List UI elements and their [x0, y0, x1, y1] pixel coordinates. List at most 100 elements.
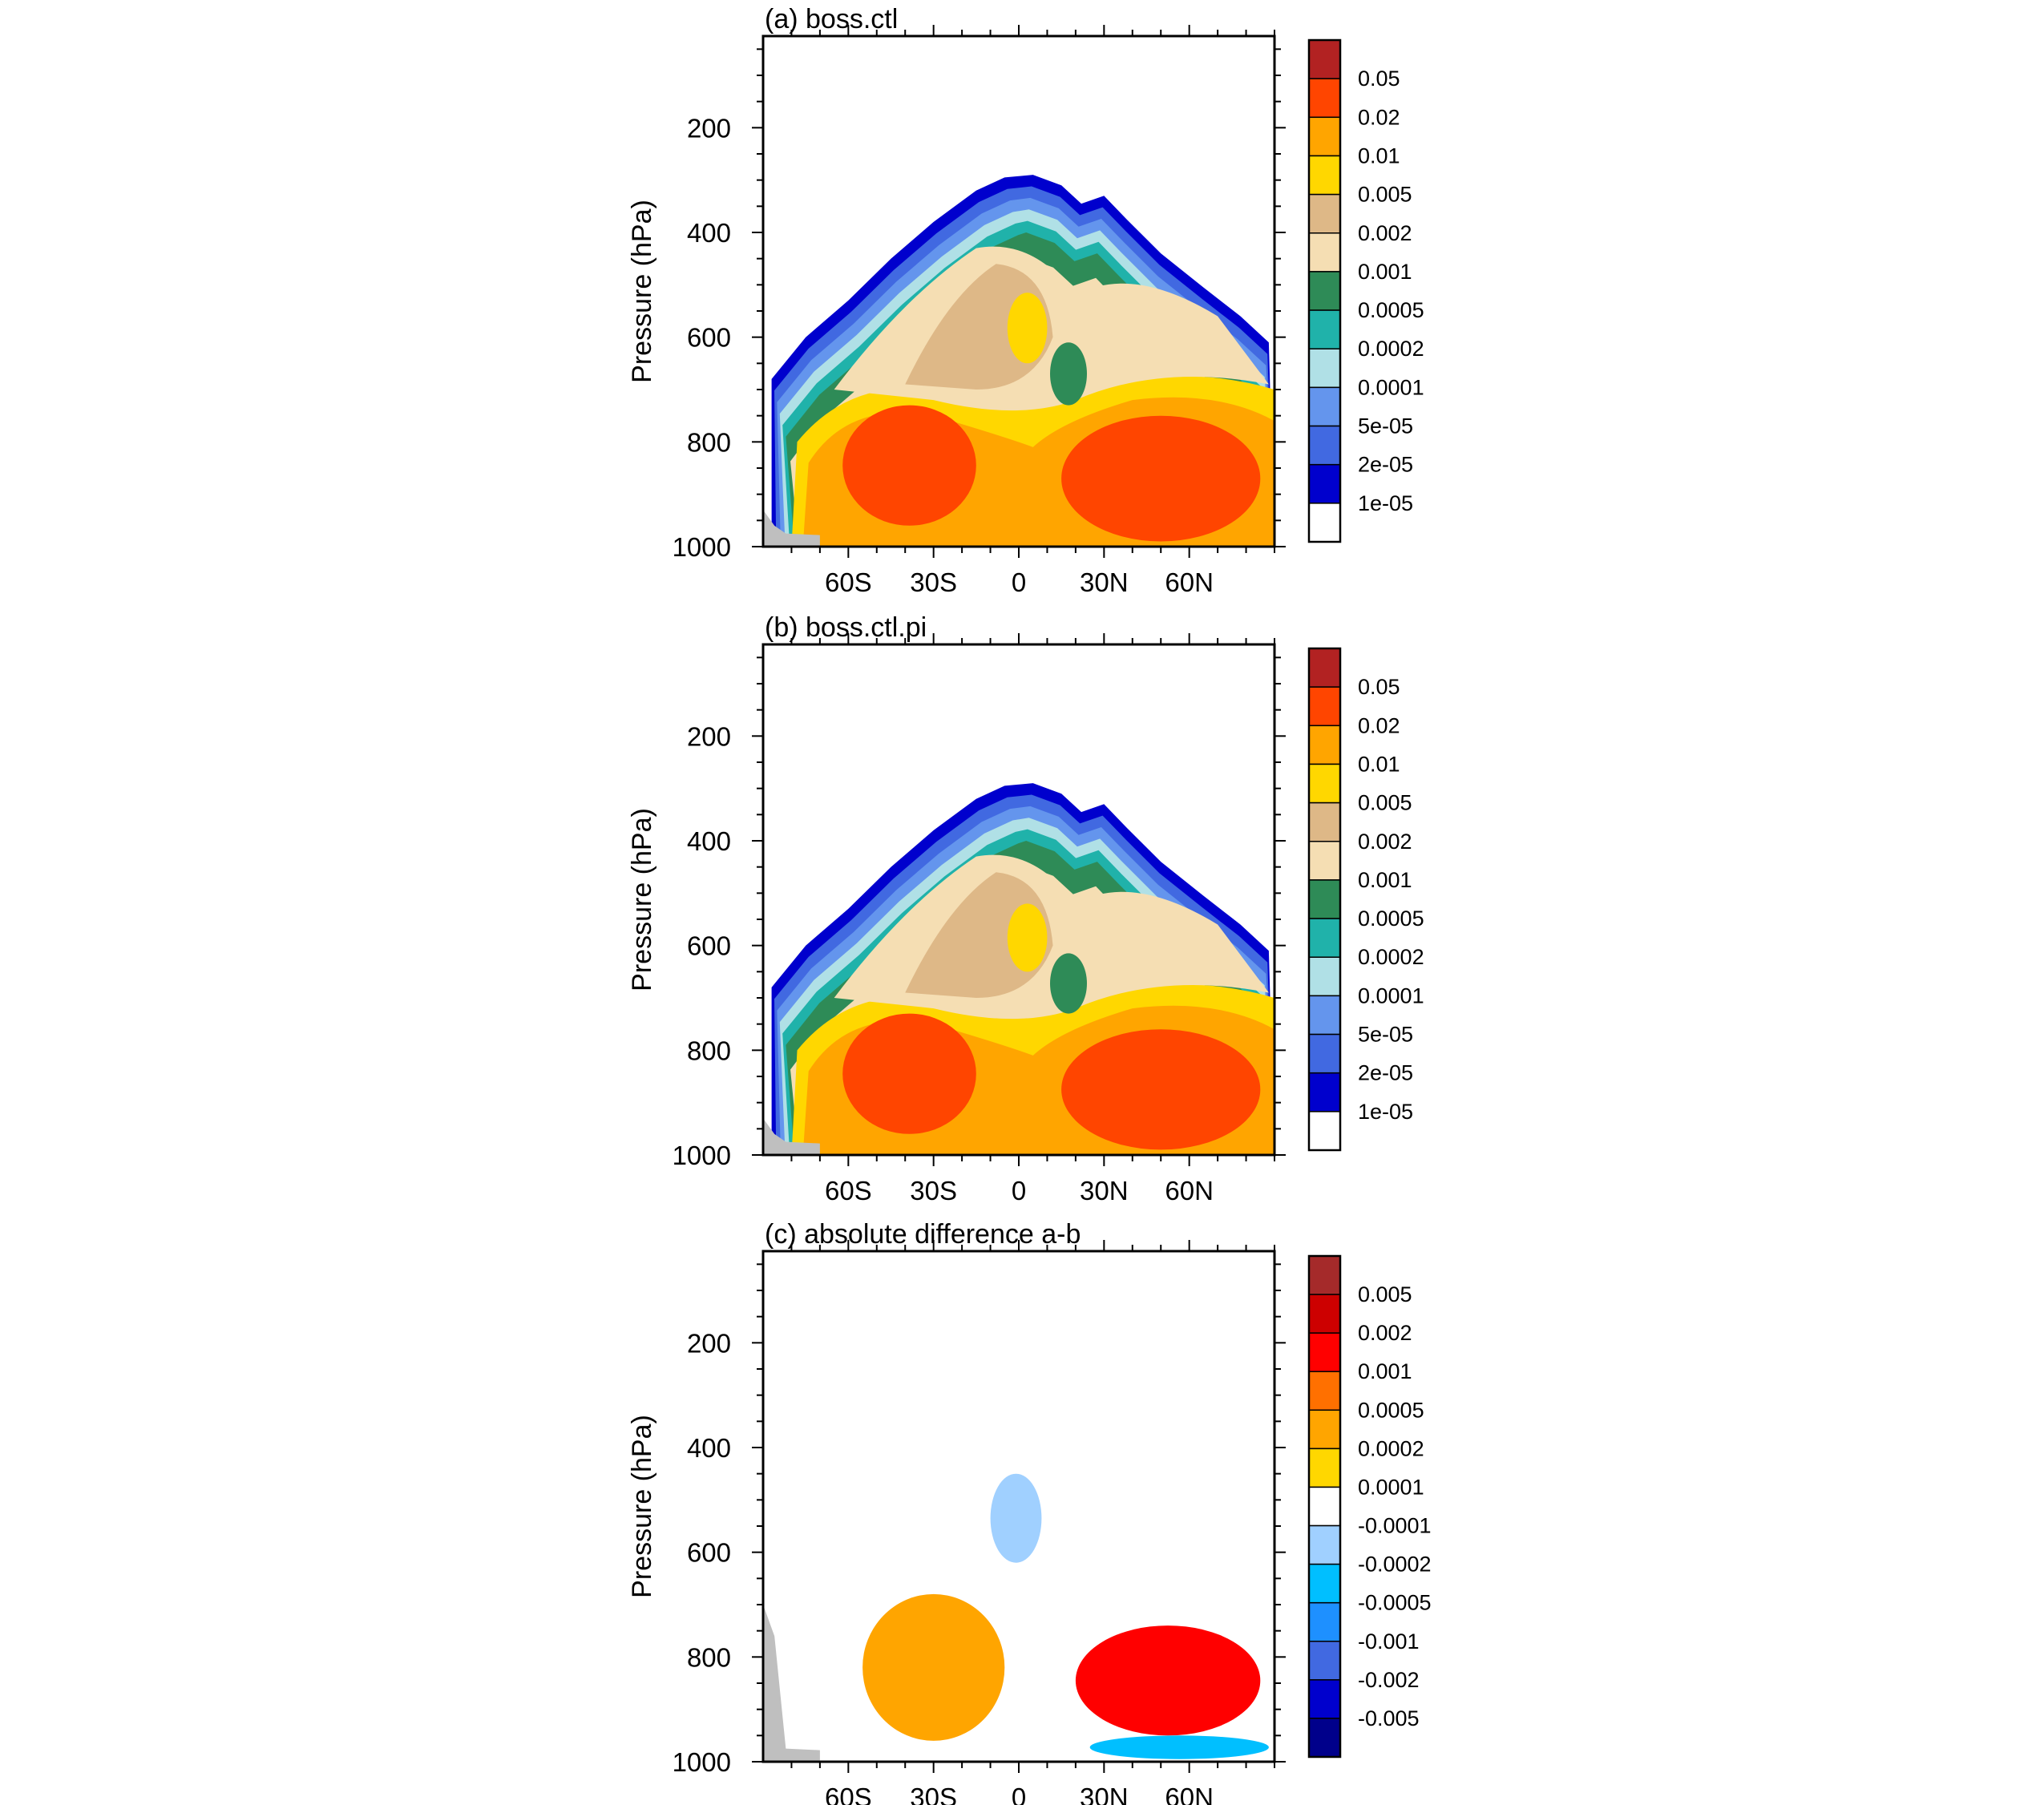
- y-axis-label: Pressure (hPa): [627, 808, 657, 991]
- colorbar-box: [1308, 78, 1341, 119]
- colorbar-box: [1308, 386, 1341, 427]
- colorbar-frame: [1307, 38, 1342, 543]
- topography-mask: [763, 510, 820, 547]
- x-tick-label: 30S: [910, 1176, 957, 1205]
- colorbar-box: [1308, 1524, 1341, 1565]
- colorbar-label: 0.0001: [1358, 375, 1424, 399]
- panel-2: 200 400 600 800 1000 60S 30S 0 30N 60N (c) absolut…: [627, 1219, 1432, 1805]
- colorbar-label: -0.0001: [1358, 1514, 1432, 1538]
- x-tick-label: 60S: [825, 567, 872, 597]
- colorbar-label: -0.005: [1358, 1706, 1420, 1730]
- x-tick-label: 60N: [1165, 1783, 1214, 1805]
- colorbar-box: [1308, 995, 1341, 1036]
- colorbar-label: -0.0002: [1358, 1553, 1432, 1577]
- panel-1: 200 400 600 800 1000 60S 30S 0 30N 60N (b) boss.ct…: [627, 612, 1424, 1205]
- x-tick-label: 60S: [825, 1176, 872, 1205]
- y-tick-label: 400: [687, 826, 731, 856]
- colorbar-box: [1308, 1332, 1341, 1372]
- feature-subtropical-min: [1050, 953, 1087, 1014]
- colorbar-label: 0.02: [1358, 105, 1400, 129]
- contour-field: [763, 1473, 1269, 1762]
- x-tick-label: 60S: [825, 1783, 872, 1805]
- y-tick-label: 400: [687, 218, 731, 248]
- colorbar-label: 0.05: [1358, 675, 1400, 699]
- colorbar-label: 0.0002: [1358, 337, 1424, 361]
- y-tick-label: 800: [687, 427, 731, 457]
- colorbar-box: [1308, 841, 1341, 881]
- colorbar-label: 0.005: [1358, 1282, 1412, 1306]
- colorbar-box: [1308, 648, 1341, 688]
- contour-field: [763, 783, 1274, 1155]
- y-tick-label: 800: [687, 1642, 731, 1672]
- colorbar-box: [1308, 686, 1341, 727]
- colorbar-box: [1308, 1679, 1341, 1719]
- colorbar-box: [1308, 1371, 1341, 1411]
- colorbar-label: 0.02: [1358, 713, 1400, 737]
- x-tick-label: 30S: [910, 567, 957, 597]
- y-tick-label: 600: [687, 931, 731, 961]
- x-tick-label: 30S: [910, 1783, 957, 1805]
- colorbar-box: [1308, 1486, 1341, 1527]
- colorbar-label: 0.005: [1358, 791, 1412, 815]
- colorbar-label: 0.001: [1358, 868, 1412, 892]
- colorbar-box: [1308, 1601, 1341, 1642]
- x-tick-label: 0: [1012, 1176, 1026, 1205]
- y-tick-label: 800: [687, 1036, 731, 1065]
- contour-level-4: [905, 264, 1053, 390]
- colorbar-label: 0.002: [1358, 1321, 1412, 1345]
- colorbar-box: [1308, 463, 1341, 504]
- colorbar-box: [1308, 1409, 1341, 1450]
- feature-nh-core: [1061, 1029, 1261, 1150]
- panel-0: 200 400 600 800 1000 60S 30S 0 30N 60N (a) boss.ct…: [627, 4, 1424, 597]
- colorbar-box: [1308, 1718, 1341, 1758]
- y-tick-label: 1000: [673, 532, 731, 562]
- x-tick-label: 0: [1012, 1783, 1026, 1805]
- colorbar-box: [1308, 1111, 1341, 1151]
- colorbar-label: 0.002: [1358, 221, 1412, 245]
- colorbar-box: [1308, 763, 1341, 804]
- colorbar-box: [1308, 918, 1341, 958]
- panel-title: (c) absolute difference a-b: [765, 1219, 1081, 1250]
- y-tick-label: 400: [687, 1433, 731, 1463]
- colorbar-box: [1308, 116, 1341, 157]
- feature-tropical-negative: [990, 1473, 1042, 1563]
- feature-nh-positive: [1075, 1625, 1261, 1736]
- colorbar-label: -0.0005: [1358, 1591, 1432, 1615]
- topography-mask: [763, 1605, 820, 1762]
- colorbar-label: 5e-05: [1358, 1023, 1413, 1047]
- colorbar-label: 0.01: [1358, 143, 1400, 168]
- colorbar-label: 2e-05: [1358, 453, 1413, 477]
- colorbar-label: 0.0001: [1358, 1475, 1424, 1499]
- colorbar-label: 0.002: [1358, 830, 1412, 854]
- feature-nh-core: [1061, 415, 1261, 542]
- y-tick-label: 200: [687, 113, 731, 143]
- x-tick-label: 30N: [1080, 1176, 1129, 1205]
- colorbar-label: 0.05: [1358, 67, 1400, 91]
- colorbar-label: 0.001: [1358, 260, 1412, 284]
- colorbar-label: 0.0005: [1358, 1398, 1424, 1422]
- colorbar-box: [1308, 309, 1341, 349]
- colorbar-box: [1308, 232, 1341, 273]
- colorbar-label: 0.0002: [1358, 1436, 1424, 1460]
- colorbar-box: [1308, 1255, 1341, 1295]
- colorbar-box: [1308, 956, 1341, 997]
- colorbar-box: [1308, 1033, 1341, 1074]
- colorbar-label: 0.0001: [1358, 983, 1424, 1007]
- colorbar-label: -0.001: [1358, 1629, 1420, 1654]
- y-tick-label: 600: [687, 323, 731, 353]
- colorbar-box: [1308, 1294, 1341, 1334]
- colorbar-label: 0.001: [1358, 1359, 1412, 1383]
- colorbar-box: [1308, 39, 1341, 79]
- colorbar-label: 1e-05: [1358, 491, 1413, 515]
- panel-title: (a) boss.ctl: [765, 4, 898, 34]
- feature-sh-core: [842, 405, 976, 526]
- feature-sh-positive: [862, 1593, 1005, 1741]
- y-axis-label: Pressure (hPa): [627, 200, 657, 383]
- colorbar-label: 1e-05: [1358, 1100, 1413, 1124]
- x-tick-label: 0: [1012, 567, 1026, 597]
- colorbar-box: [1308, 425, 1341, 466]
- feature-tropical-max: [1007, 293, 1048, 364]
- contour-field: [763, 175, 1274, 547]
- x-tick-label: 60N: [1165, 567, 1214, 597]
